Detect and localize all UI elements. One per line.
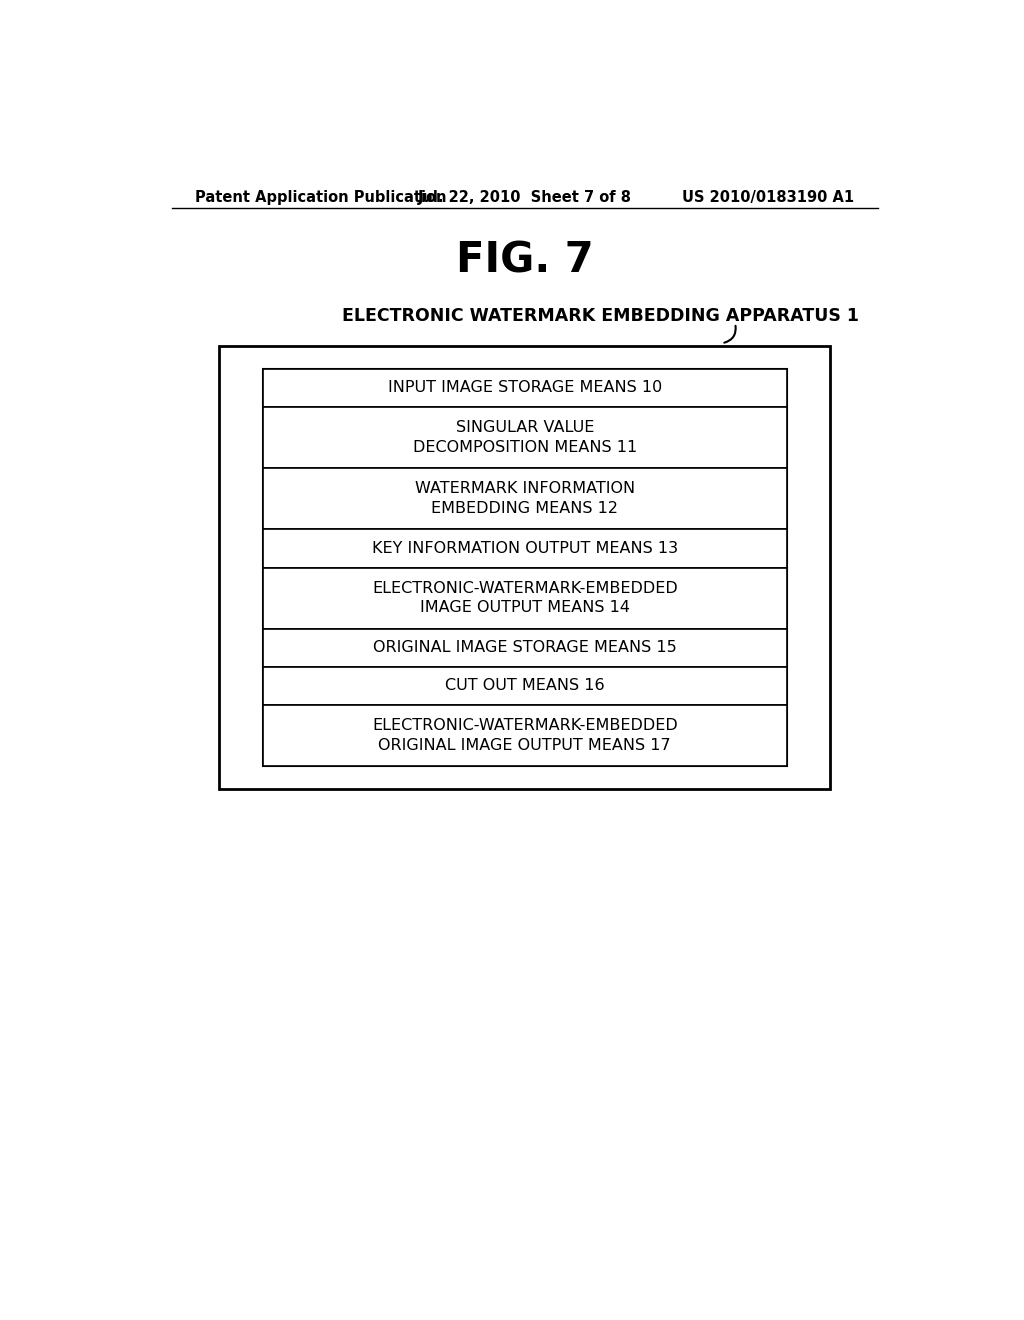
Bar xyxy=(263,705,786,766)
Bar xyxy=(263,529,786,568)
Text: ELECTRONIC-WATERMARK-EMBEDDED
IMAGE OUTPUT MEANS 14: ELECTRONIC-WATERMARK-EMBEDDED IMAGE OUTP… xyxy=(372,581,678,615)
Bar xyxy=(263,407,786,469)
Text: WATERMARK INFORMATION
EMBEDDING MEANS 12: WATERMARK INFORMATION EMBEDDING MEANS 12 xyxy=(415,482,635,516)
Bar xyxy=(263,628,786,667)
Bar xyxy=(263,469,786,529)
Text: Jul. 22, 2010  Sheet 7 of 8: Jul. 22, 2010 Sheet 7 of 8 xyxy=(418,190,632,205)
Text: CUT OUT MEANS 16: CUT OUT MEANS 16 xyxy=(445,678,604,693)
Bar xyxy=(263,667,786,705)
Text: ORIGINAL IMAGE STORAGE MEANS 15: ORIGINAL IMAGE STORAGE MEANS 15 xyxy=(373,640,677,655)
Text: ELECTRONIC-WATERMARK-EMBEDDED
ORIGINAL IMAGE OUTPUT MEANS 17: ELECTRONIC-WATERMARK-EMBEDDED ORIGINAL I… xyxy=(372,718,678,752)
Text: FIG. 7: FIG. 7 xyxy=(456,239,594,281)
Bar xyxy=(219,346,830,788)
Bar xyxy=(263,368,786,407)
Text: Patent Application Publication: Patent Application Publication xyxy=(196,190,446,205)
Text: INPUT IMAGE STORAGE MEANS 10: INPUT IMAGE STORAGE MEANS 10 xyxy=(388,380,662,396)
Text: KEY INFORMATION OUTPUT MEANS 13: KEY INFORMATION OUTPUT MEANS 13 xyxy=(372,541,678,556)
Bar xyxy=(263,368,786,766)
Text: US 2010/0183190 A1: US 2010/0183190 A1 xyxy=(682,190,854,205)
Text: ELECTRONIC WATERMARK EMBEDDING APPARATUS 1: ELECTRONIC WATERMARK EMBEDDING APPARATUS… xyxy=(342,308,859,325)
Bar xyxy=(263,568,786,628)
Text: SINGULAR VALUE
DECOMPOSITION MEANS 11: SINGULAR VALUE DECOMPOSITION MEANS 11 xyxy=(413,420,637,455)
